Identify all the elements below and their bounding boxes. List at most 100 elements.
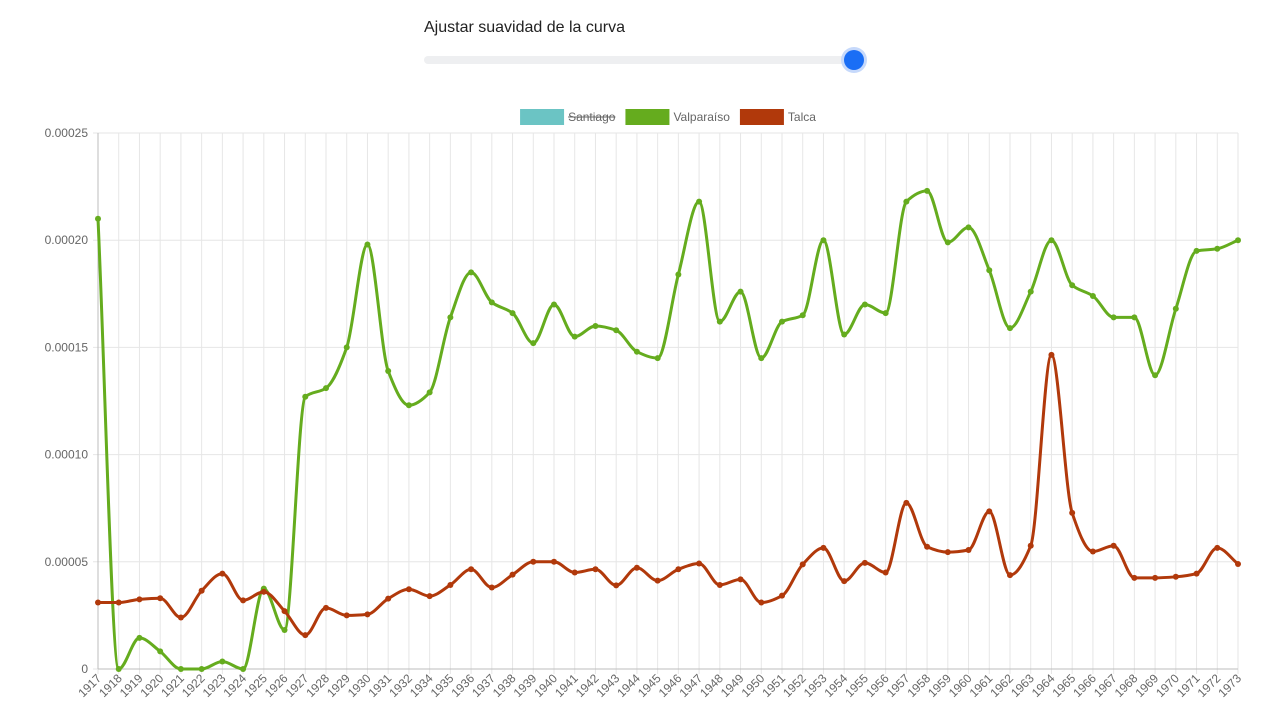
y-tick-label: 0.00020 xyxy=(45,233,89,247)
data-point-talca xyxy=(633,564,640,571)
data-point-valparaso xyxy=(861,301,868,308)
data-point-talca xyxy=(903,499,910,506)
data-point-talca xyxy=(219,570,226,577)
data-point-valparaso xyxy=(1027,288,1034,295)
smoothness-slider-handle[interactable] xyxy=(844,50,864,70)
data-point-talca xyxy=(820,544,827,551)
data-point-talca xyxy=(1048,351,1055,358)
data-point-talca xyxy=(1214,544,1221,551)
data-point-valparaso xyxy=(551,301,557,308)
data-point-talca xyxy=(1193,570,1200,577)
data-point-talca xyxy=(426,593,433,600)
data-point-valparaso xyxy=(302,393,309,400)
data-point-talca xyxy=(1152,574,1159,581)
data-point-valparaso xyxy=(924,187,931,194)
data-point-valparaso xyxy=(1048,237,1055,244)
data-point-talca xyxy=(509,571,516,578)
data-point-talca xyxy=(115,599,122,606)
data-point-valparaso xyxy=(1131,314,1138,321)
data-point-talca xyxy=(841,578,848,585)
data-point-valparaso xyxy=(488,299,495,306)
data-point-valparaso xyxy=(1193,247,1200,254)
data-point-valparaso xyxy=(613,327,620,334)
y-tick-label: 0 xyxy=(81,662,88,676)
data-point-valparaso xyxy=(1069,282,1076,289)
data-point-talca xyxy=(944,549,951,556)
data-point-valparaso xyxy=(986,267,993,274)
data-point-talca xyxy=(343,612,350,619)
data-point-talca xyxy=(675,566,682,573)
data-point-valparaso xyxy=(240,666,247,672)
data-point-talca xyxy=(364,611,371,618)
data-point-valparaso xyxy=(716,318,723,325)
data-point-valparaso xyxy=(841,331,848,338)
data-point-valparaso xyxy=(1007,325,1013,332)
data-point-talca xyxy=(882,569,889,576)
data-point-talca xyxy=(1069,509,1076,516)
data-point-talca xyxy=(302,632,309,639)
data-point-talca xyxy=(613,582,620,589)
data-point-valparaso xyxy=(385,367,392,374)
legend-swatch-valparaso[interactable] xyxy=(625,109,670,125)
data-point-talca xyxy=(240,597,247,604)
data-point-valparaso xyxy=(1152,372,1159,379)
data-point-talca xyxy=(405,586,412,593)
data-point-talca xyxy=(447,581,454,588)
data-point-talca xyxy=(551,558,557,565)
data-point-valparaso xyxy=(177,666,184,672)
data-point-valparaso xyxy=(530,340,537,347)
data-point-talca xyxy=(1235,560,1241,567)
data-point-valparaso xyxy=(903,198,910,205)
data-point-valparaso xyxy=(675,271,682,278)
data-point-talca xyxy=(696,560,703,567)
legend-swatch-santiago[interactable] xyxy=(520,109,565,125)
data-point-talca xyxy=(924,543,931,550)
data-point-talca xyxy=(177,614,184,621)
data-point-talca xyxy=(260,588,267,595)
data-point-valparaso xyxy=(758,355,765,362)
legend-label-talca[interactable]: Talca xyxy=(788,110,816,124)
data-point-valparaso xyxy=(882,310,889,317)
data-point-talca xyxy=(281,608,288,615)
series-line-valparaso xyxy=(96,189,1239,671)
data-point-valparaso xyxy=(115,666,122,672)
data-point-valparaso xyxy=(364,241,371,248)
data-point-valparaso xyxy=(571,333,578,340)
data-point-valparaso xyxy=(633,348,640,355)
data-point-valparaso xyxy=(198,666,205,672)
data-point-valparaso xyxy=(405,402,412,409)
data-point-talca xyxy=(157,595,164,602)
data-point-valparaso xyxy=(219,658,226,665)
legend-label-valparaso[interactable]: Valparaíso xyxy=(673,110,730,124)
data-point-valparaso xyxy=(737,288,744,295)
data-point-valparaso xyxy=(281,626,288,633)
smoothness-slider-track[interactable] xyxy=(424,56,854,64)
data-point-talca xyxy=(779,592,785,599)
data-point-valparaso xyxy=(426,389,433,396)
data-point-valparaso xyxy=(820,237,827,244)
data-point-valparaso xyxy=(509,310,516,317)
series-line-talca xyxy=(97,353,1239,637)
data-point-valparaso xyxy=(1172,305,1179,312)
legend-swatch-talca[interactable] xyxy=(739,109,784,125)
data-point-talca xyxy=(1089,548,1096,555)
data-point-valparaso xyxy=(696,198,703,205)
data-point-talca xyxy=(965,547,972,554)
data-point-talca xyxy=(716,581,723,588)
data-point-valparaso xyxy=(654,355,661,362)
data-point-talca xyxy=(530,558,537,565)
data-point-talca xyxy=(468,566,475,573)
data-point-valparaso xyxy=(95,215,101,222)
data-point-talca xyxy=(571,569,578,576)
data-point-talca xyxy=(861,559,868,566)
smoothness-slider-label: Ajustar suavidad de la curva xyxy=(424,19,625,36)
data-point-valparaso xyxy=(1089,292,1096,299)
data-point-valparaso xyxy=(157,648,164,655)
data-point-talca xyxy=(592,566,599,573)
data-point-valparaso xyxy=(799,312,806,319)
data-point-valparaso xyxy=(323,385,329,392)
x-tick-label: 1973 xyxy=(1215,671,1244,700)
data-point-talca xyxy=(136,596,143,603)
data-point-talca xyxy=(1007,572,1013,579)
